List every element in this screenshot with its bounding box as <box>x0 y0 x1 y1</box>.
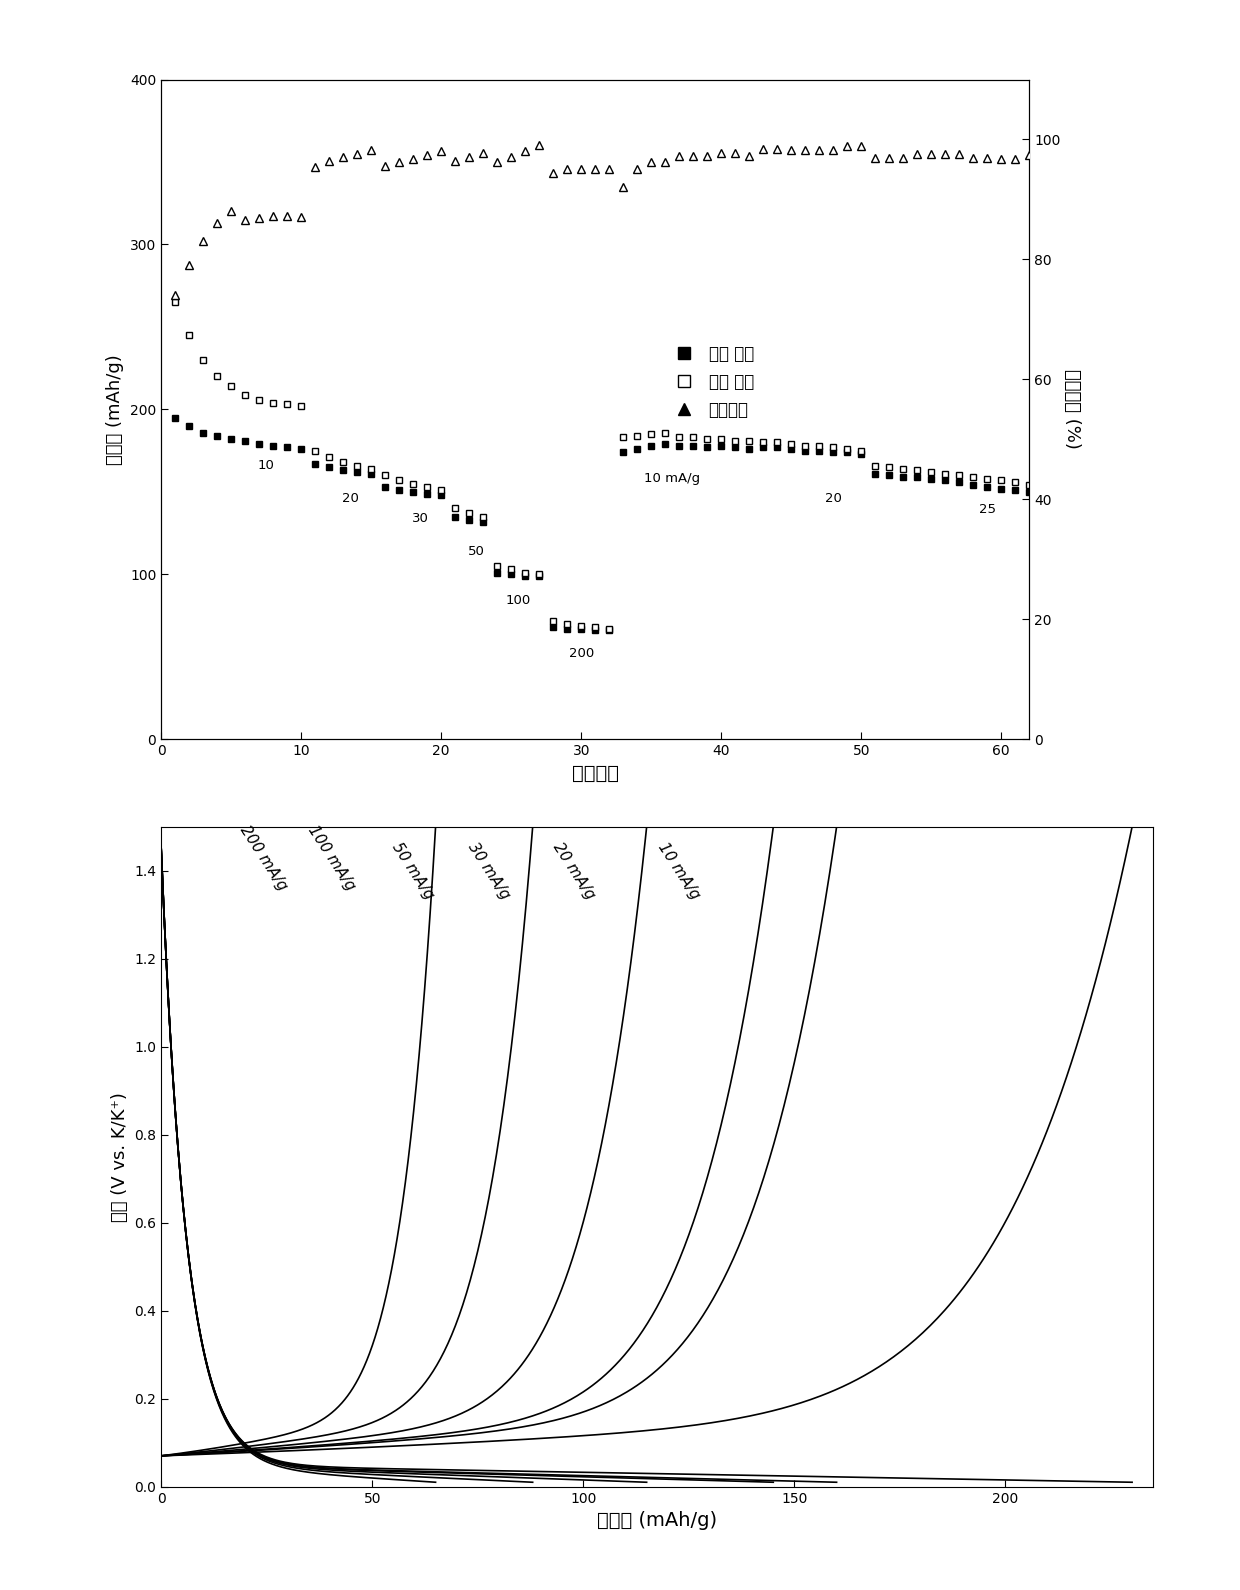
Legend: 脱钾 容量, 插钾 容量, 库伦效率: 脱钾 容量, 插钾 容量, 库伦效率 <box>660 339 760 426</box>
Text: 10 mA/g: 10 mA/g <box>655 840 703 902</box>
X-axis label: 比容量 (mAh/g): 比容量 (mAh/g) <box>598 1510 717 1530</box>
Text: 25: 25 <box>978 504 996 517</box>
Text: 20: 20 <box>342 491 358 506</box>
Text: 200 mA/g: 200 mA/g <box>237 822 290 894</box>
Text: 50 mA/g: 50 mA/g <box>389 840 436 902</box>
Text: 20: 20 <box>825 491 842 506</box>
Text: 30: 30 <box>412 512 429 525</box>
Text: 10: 10 <box>258 460 274 472</box>
Text: 200: 200 <box>569 647 594 660</box>
Text: 100: 100 <box>506 595 531 607</box>
Text: 30 mA/g: 30 mA/g <box>465 840 513 902</box>
Text: 100 mA/g: 100 mA/g <box>305 822 357 894</box>
Text: 20 mA/g: 20 mA/g <box>549 840 598 902</box>
Y-axis label: 库伦效率 (%): 库伦效率 (%) <box>1063 369 1081 450</box>
Text: 10 mA/g: 10 mA/g <box>644 472 701 485</box>
X-axis label: 循环圈数: 循环圈数 <box>572 763 619 782</box>
Text: 50: 50 <box>467 545 485 558</box>
Y-axis label: 比容量 (mAh/g): 比容量 (mAh/g) <box>107 355 124 464</box>
Y-axis label: 电压 (V vs. K/K⁺): 电压 (V vs. K/K⁺) <box>110 1092 129 1221</box>
